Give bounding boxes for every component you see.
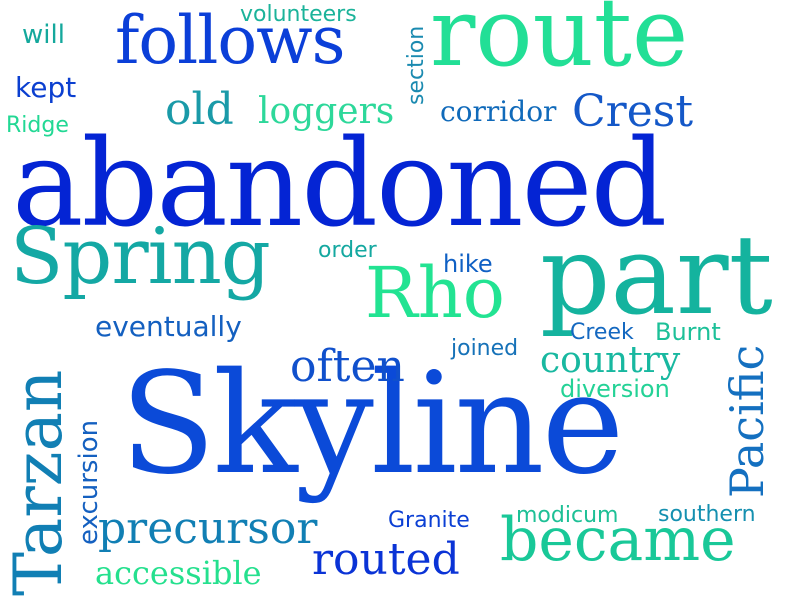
- word-country: country: [540, 340, 681, 381]
- word-became: became: [500, 505, 736, 575]
- word-follows: follows: [115, 2, 345, 79]
- word-modicum: modicum: [516, 503, 619, 528]
- word-joined: joined: [451, 336, 519, 361]
- word-hike: hike: [443, 250, 493, 278]
- word-pacific: Pacific: [720, 344, 774, 498]
- word-skyline: Skyline: [120, 343, 624, 506]
- word-excursion: excursion: [74, 419, 104, 545]
- word-eventually: eventually: [95, 310, 242, 343]
- word-rho: Rho: [365, 252, 505, 334]
- word-order: order: [318, 238, 377, 263]
- word-corridor: corridor: [440, 95, 557, 128]
- word-spring: Spring: [10, 212, 271, 302]
- word-loggers: loggers: [258, 91, 395, 132]
- word-diversion: diversion: [560, 375, 670, 403]
- word-routed: routed: [312, 534, 460, 585]
- word-precursor: precursor: [98, 503, 318, 554]
- word-part: part: [540, 211, 773, 339]
- word-southern: southern: [658, 502, 756, 527]
- word-will: will: [22, 20, 65, 50]
- word-ridge: Ridge: [6, 113, 69, 138]
- word-volunteers: volunteers: [240, 2, 357, 27]
- word-crest: Crest: [572, 86, 693, 137]
- word-abandoned: abandoned: [12, 115, 667, 254]
- word-burnt: Burnt: [655, 318, 721, 346]
- word-old: old: [165, 84, 234, 135]
- word-often: often: [290, 341, 405, 392]
- word-route: route: [430, 0, 689, 88]
- word-kept: kept: [15, 71, 77, 104]
- word-section: section: [404, 25, 429, 105]
- word-tarzan: Tarzan: [0, 369, 77, 596]
- word-accessible: accessible: [95, 554, 262, 592]
- word-granite: Granite: [388, 508, 470, 533]
- word-creek: Creek: [570, 320, 634, 345]
